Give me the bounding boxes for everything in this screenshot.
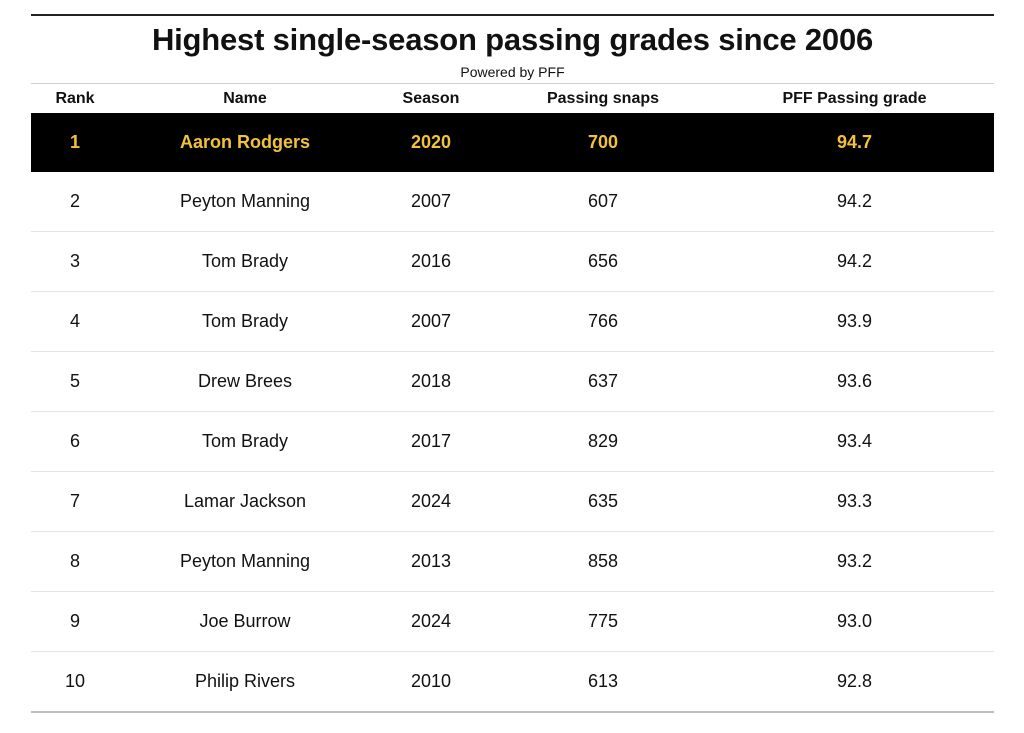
table-row: 6 Tom Brady 2017 829 93.4 bbox=[31, 411, 994, 472]
table-row: 7 Lamar Jackson 2024 635 93.3 bbox=[31, 471, 994, 532]
name-cell: Aaron Rodgers bbox=[119, 113, 371, 172]
grade-cell: 93.2 bbox=[715, 531, 994, 592]
season-cell: 2024 bbox=[371, 591, 491, 652]
grade-cell: 94.2 bbox=[715, 231, 994, 292]
grade-cell: 93.0 bbox=[715, 591, 994, 652]
table-row-highlighted: 1 Aaron Rodgers 2020 700 94.7 bbox=[31, 113, 994, 172]
season-cell: 2020 bbox=[371, 113, 491, 172]
snaps-cell: 635 bbox=[491, 471, 715, 532]
name-cell: Tom Brady bbox=[119, 231, 371, 292]
table-row: 2 Peyton Manning 2007 607 94.2 bbox=[31, 172, 994, 232]
rank-cell: 3 bbox=[31, 231, 119, 292]
chart-title: Highest single-season passing grades sin… bbox=[151, 22, 874, 57]
season-cell: 2024 bbox=[371, 471, 491, 532]
table-row: 9 Joe Burrow 2024 775 93.0 bbox=[31, 591, 994, 652]
table-header-row: Rank Name Season Passing snaps PFF Passi… bbox=[31, 84, 994, 113]
grade-cell: 94.2 bbox=[715, 172, 994, 232]
grade-cell: 93.4 bbox=[715, 411, 994, 472]
season-cell: 2013 bbox=[371, 531, 491, 592]
table-row: 10 Philip Rivers 2010 613 92.8 bbox=[31, 651, 994, 713]
rank-cell: 7 bbox=[31, 471, 119, 532]
table-row: 3 Tom Brady 2016 656 94.2 bbox=[31, 231, 994, 292]
name-cell: Peyton Manning bbox=[119, 531, 371, 592]
snaps-cell: 613 bbox=[491, 651, 715, 713]
name-cell: Tom Brady bbox=[119, 411, 371, 472]
rank-cell: 2 bbox=[31, 172, 119, 232]
top-rule bbox=[31, 14, 994, 16]
snaps-cell: 637 bbox=[491, 351, 715, 412]
table-row: 5 Drew Brees 2018 637 93.6 bbox=[31, 351, 994, 412]
column-header-rank: Rank bbox=[55, 89, 95, 107]
rank-cell: 6 bbox=[31, 411, 119, 472]
season-cell: 2010 bbox=[371, 651, 491, 713]
column-header-snaps: Passing snaps bbox=[546, 89, 660, 107]
snaps-cell: 766 bbox=[491, 291, 715, 352]
season-cell: 2018 bbox=[371, 351, 491, 412]
table-row: 8 Peyton Manning 2013 858 93.2 bbox=[31, 531, 994, 592]
grade-cell: 93.6 bbox=[715, 351, 994, 412]
rank-cell: 1 bbox=[31, 113, 119, 172]
grade-cell: 94.7 bbox=[715, 113, 994, 172]
grade-cell: 93.3 bbox=[715, 471, 994, 532]
grade-cell: 92.8 bbox=[715, 651, 994, 713]
season-cell: 2007 bbox=[371, 172, 491, 232]
column-header-name: Name bbox=[223, 89, 267, 107]
season-cell: 2016 bbox=[371, 231, 491, 292]
snaps-cell: 656 bbox=[491, 231, 715, 292]
name-cell: Peyton Manning bbox=[119, 172, 371, 232]
column-header-season: Season bbox=[402, 89, 460, 107]
name-cell: Philip Rivers bbox=[119, 651, 371, 713]
rankings-table: Rank Name Season Passing snaps PFF Passi… bbox=[31, 84, 994, 713]
rank-cell: 8 bbox=[31, 531, 119, 592]
name-cell: Drew Brees bbox=[119, 351, 371, 412]
snaps-cell: 700 bbox=[491, 113, 715, 172]
rank-cell: 10 bbox=[31, 651, 119, 713]
season-cell: 2007 bbox=[371, 291, 491, 352]
snaps-cell: 607 bbox=[491, 172, 715, 232]
table-body: 1 Aaron Rodgers 2020 700 94.7 2 Peyton Manning… bbox=[31, 113, 994, 713]
table-row: 4 Tom Brady 2007 766 93.9 bbox=[31, 291, 994, 352]
name-cell: Tom Brady bbox=[119, 291, 371, 352]
rank-cell: 4 bbox=[31, 291, 119, 352]
season-cell: 2017 bbox=[371, 411, 491, 472]
rank-cell: 5 bbox=[31, 351, 119, 412]
chart-container: Highest single-season passing grades sin… bbox=[31, 14, 994, 713]
grade-cell: 93.9 bbox=[715, 291, 994, 352]
name-cell: Joe Burrow bbox=[119, 591, 371, 652]
column-header-grade: PFF Passing grade bbox=[782, 89, 927, 107]
snaps-cell: 829 bbox=[491, 411, 715, 472]
name-cell: Lamar Jackson bbox=[119, 471, 371, 532]
snaps-cell: 858 bbox=[491, 531, 715, 592]
rank-cell: 9 bbox=[31, 591, 119, 652]
chart-subtitle: Powered by PFF bbox=[460, 64, 565, 80]
header-rule bbox=[31, 83, 994, 84]
snaps-cell: 775 bbox=[491, 591, 715, 652]
